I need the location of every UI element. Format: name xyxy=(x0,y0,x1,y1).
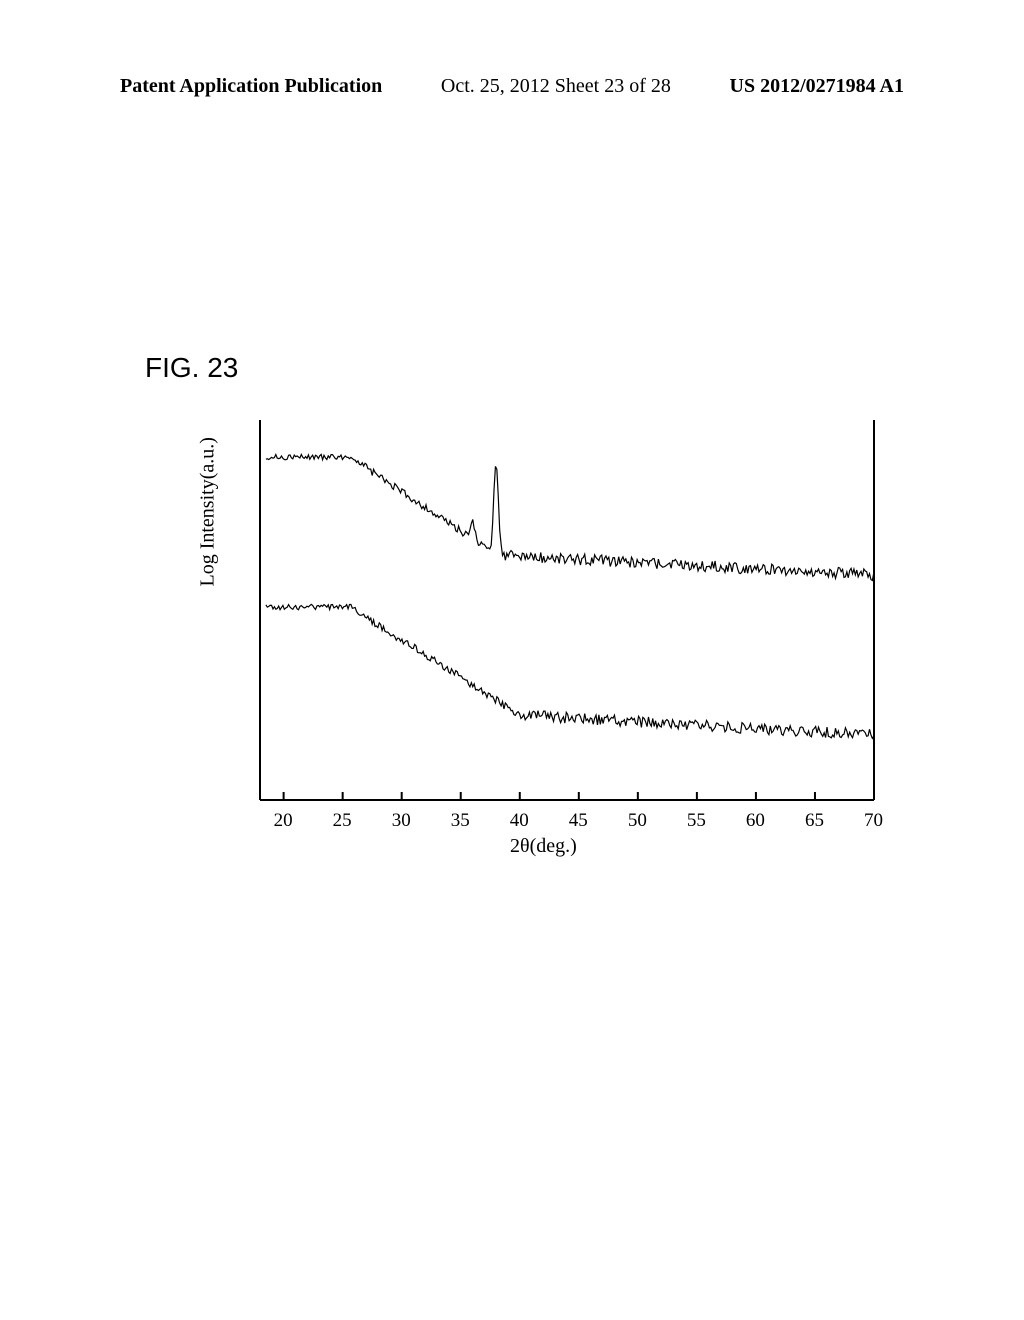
x-tick-label: 65 xyxy=(805,810,824,832)
top-spectrum-curve xyxy=(266,454,874,580)
x-tick-label: 35 xyxy=(451,810,470,832)
x-tick-label: 30 xyxy=(392,810,411,832)
bottom-spectrum-curve xyxy=(266,604,874,738)
x-ticks xyxy=(284,792,874,800)
figure-label: FIG. 23 xyxy=(145,352,238,384)
x-tick-label: 25 xyxy=(333,810,352,832)
x-tick-label: 20 xyxy=(274,810,293,832)
header-patent-number: US 2012/0271984 A1 xyxy=(730,75,904,98)
y-axis-label: Log Intensity(a.u.) xyxy=(197,437,220,586)
header-publication: Patent Application Publication xyxy=(120,75,382,98)
x-tick-label: 60 xyxy=(746,810,765,832)
x-tick-label: 50 xyxy=(628,810,647,832)
page-header: Patent Application Publication Oct. 25, … xyxy=(0,75,1024,98)
header-sheet-info: Oct. 25, 2012 Sheet 23 of 28 xyxy=(441,75,671,98)
chart-svg xyxy=(238,400,898,850)
x-tick-label: 40 xyxy=(510,810,529,832)
x-axis-label: 2θ(deg.) xyxy=(510,835,577,858)
xrd-chart xyxy=(238,400,898,850)
x-tick-label: 70 xyxy=(864,810,883,832)
x-tick-label: 55 xyxy=(687,810,706,832)
x-tick-label: 45 xyxy=(569,810,588,832)
